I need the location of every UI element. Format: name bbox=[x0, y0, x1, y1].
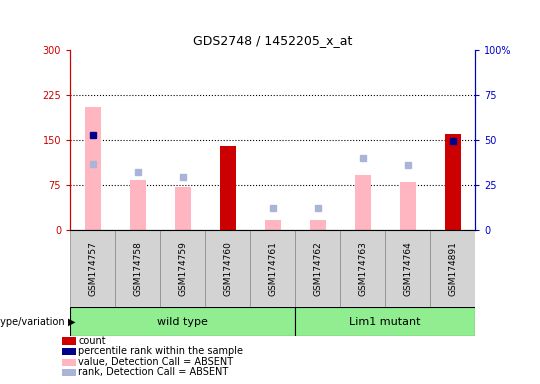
Bar bbox=[310, 220, 326, 230]
Bar bbox=[130, 180, 146, 230]
Text: GSM174761: GSM174761 bbox=[268, 242, 277, 296]
Text: GSM174759: GSM174759 bbox=[178, 242, 187, 296]
Bar bbox=[295, 307, 475, 336]
Text: Lim1 mutant: Lim1 mutant bbox=[349, 316, 421, 327]
Bar bbox=[250, 230, 295, 307]
Bar bbox=[385, 230, 430, 307]
Text: wild type: wild type bbox=[157, 316, 208, 327]
Bar bbox=[445, 134, 461, 230]
Bar bbox=[265, 220, 281, 230]
Bar bbox=[340, 230, 385, 307]
Text: value, Detection Call = ABSENT: value, Detection Call = ABSENT bbox=[78, 357, 233, 367]
Text: rank, Detection Call = ABSENT: rank, Detection Call = ABSENT bbox=[78, 367, 228, 377]
Bar bbox=[175, 187, 191, 230]
Bar bbox=[400, 182, 416, 230]
Bar bbox=[295, 230, 340, 307]
Text: percentile rank within the sample: percentile rank within the sample bbox=[78, 346, 244, 356]
Bar bbox=[62, 359, 76, 366]
Text: GSM174764: GSM174764 bbox=[403, 242, 412, 296]
Bar bbox=[62, 348, 76, 355]
Bar bbox=[70, 230, 115, 307]
Text: GSM174757: GSM174757 bbox=[88, 242, 97, 296]
Text: GSM174891: GSM174891 bbox=[448, 242, 457, 296]
Bar bbox=[62, 369, 76, 376]
Bar bbox=[160, 230, 205, 307]
Bar bbox=[205, 230, 250, 307]
Text: GSM174760: GSM174760 bbox=[223, 242, 232, 296]
Text: GSM174758: GSM174758 bbox=[133, 242, 142, 296]
Text: count: count bbox=[78, 336, 106, 346]
Bar bbox=[430, 230, 475, 307]
Bar bbox=[85, 107, 100, 230]
Bar bbox=[115, 230, 160, 307]
Text: GSM174763: GSM174763 bbox=[358, 242, 367, 296]
Text: ▶: ▶ bbox=[68, 316, 75, 327]
Title: GDS2748 / 1452205_x_at: GDS2748 / 1452205_x_at bbox=[193, 34, 353, 47]
Text: GSM174762: GSM174762 bbox=[313, 242, 322, 296]
Bar bbox=[62, 338, 76, 345]
Text: genotype/variation: genotype/variation bbox=[0, 316, 65, 327]
Bar bbox=[70, 307, 295, 336]
Bar bbox=[220, 146, 235, 230]
Bar bbox=[355, 175, 370, 230]
